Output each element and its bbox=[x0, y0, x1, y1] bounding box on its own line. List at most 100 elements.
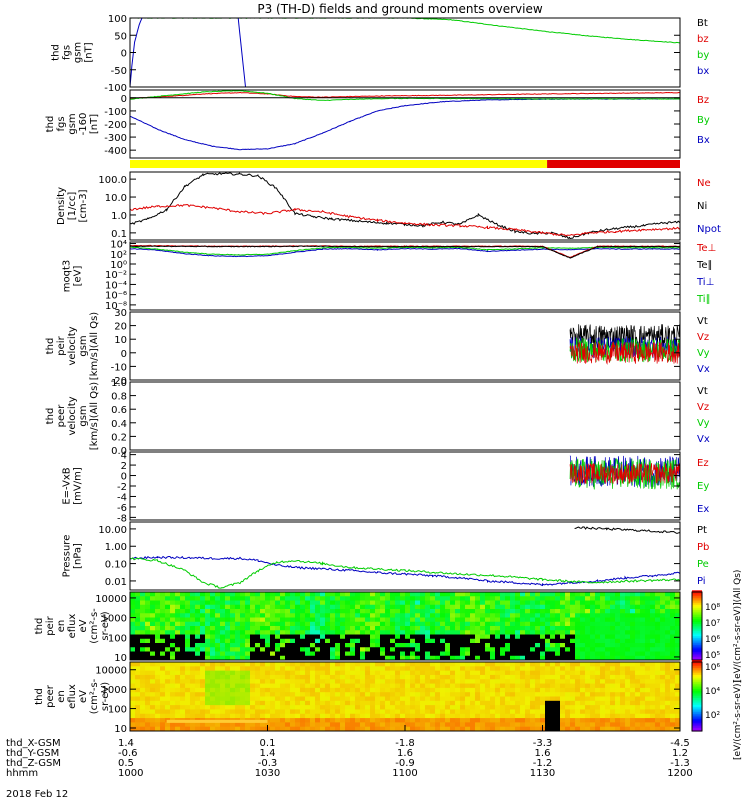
spectrogram-cell bbox=[295, 700, 301, 706]
spectrogram-cell bbox=[190, 692, 196, 698]
spectrogram-cell bbox=[480, 651, 486, 657]
spectrogram-cell bbox=[615, 626, 621, 631]
spectrogram-cell bbox=[255, 670, 261, 676]
spectrogram-cell bbox=[290, 647, 296, 653]
y-tick-label: 100 bbox=[108, 705, 127, 716]
spectrogram-cell bbox=[210, 679, 216, 685]
spectrogram-cell bbox=[495, 609, 501, 614]
spectrogram-cell bbox=[170, 655, 176, 660]
y-axis-label-line: gsm bbox=[78, 405, 89, 426]
spectrogram-cell bbox=[570, 666, 576, 672]
y-axis-label: thd peer en eflux eV (cm²-s-sr-eV) bbox=[34, 678, 111, 714]
spectrogram-cell bbox=[385, 596, 391, 602]
spectrogram-cell bbox=[460, 670, 466, 676]
spectrogram-cell bbox=[590, 709, 596, 715]
spectrogram-cell bbox=[450, 692, 456, 698]
spectrogram-cell bbox=[650, 679, 656, 685]
spectrogram-cell bbox=[425, 592, 431, 597]
spectrogram-cell bbox=[500, 621, 506, 627]
spectrogram-cell bbox=[555, 709, 561, 715]
spectrogram-cell bbox=[410, 692, 416, 698]
spectrogram-cell bbox=[275, 683, 281, 689]
spectrogram-cell bbox=[630, 647, 636, 653]
spectrogram-cell bbox=[435, 726, 441, 731]
spectrogram-cell bbox=[545, 604, 551, 610]
spectrogram-cell bbox=[265, 621, 271, 627]
spectrogram-cell bbox=[400, 705, 406, 711]
spectrogram-cell bbox=[380, 683, 386, 689]
spectrogram-cell bbox=[555, 662, 561, 667]
spectrogram-cell bbox=[205, 696, 211, 702]
legend-entry: Ti⊥ bbox=[696, 277, 714, 288]
spectrogram-cell bbox=[290, 696, 296, 702]
spectrogram-cell bbox=[610, 679, 616, 685]
spectrogram-cell bbox=[380, 662, 386, 667]
spectrogram-cell bbox=[305, 638, 311, 644]
y-tick-label: -50 bbox=[111, 66, 127, 77]
spectrogram-cell bbox=[455, 626, 461, 631]
y-axis-label-line: eV bbox=[78, 619, 89, 632]
spectrogram-cell bbox=[510, 692, 516, 698]
spectrogram-cell bbox=[270, 687, 276, 693]
spectrogram-cell bbox=[495, 651, 501, 657]
spectrogram-cell bbox=[610, 647, 616, 653]
spectrogram-cell bbox=[285, 626, 291, 631]
spectrogram-cell bbox=[505, 626, 511, 631]
spectrogram-cell bbox=[270, 613, 276, 619]
spectrogram-cell bbox=[650, 666, 656, 672]
spectrogram-cell bbox=[155, 613, 161, 619]
x-axis-value: 1.6 bbox=[535, 748, 551, 759]
y-tick-label: 30 bbox=[114, 308, 127, 319]
spectrogram-cell bbox=[180, 630, 186, 636]
spectrogram-cell bbox=[585, 696, 591, 702]
y-tick-label: -6 bbox=[117, 503, 127, 514]
spectrogram-cell bbox=[655, 651, 661, 657]
spectrogram-cell bbox=[295, 696, 301, 702]
spectrogram-cell bbox=[400, 634, 406, 640]
spectrogram-cell bbox=[280, 643, 286, 648]
spectrogram-cell bbox=[330, 666, 336, 672]
spectrogram-cell bbox=[265, 638, 271, 644]
spectrogram-cell bbox=[675, 643, 680, 648]
spectrogram-cell bbox=[555, 617, 561, 623]
spectrogram-cell bbox=[210, 630, 216, 636]
spectrogram-cell bbox=[610, 722, 616, 728]
spectrogram-cell bbox=[365, 617, 371, 623]
spectrogram-cell bbox=[250, 638, 256, 644]
spectrogram-cell bbox=[550, 662, 556, 667]
spectrogram-cell bbox=[430, 713, 436, 719]
spectrogram-cell bbox=[160, 700, 166, 706]
spectrogram-cell bbox=[405, 617, 411, 623]
spectrogram-cell bbox=[425, 634, 431, 640]
spectrogram-cell bbox=[375, 696, 381, 702]
spectrogram-cell bbox=[200, 604, 206, 610]
spectrogram-cell bbox=[490, 722, 496, 728]
colorbar-lower-cell bbox=[692, 704, 702, 707]
spectrogram-cell bbox=[660, 655, 666, 660]
spectrogram-cell bbox=[640, 626, 646, 631]
spectrogram-cell bbox=[640, 643, 646, 648]
spectrogram-cell bbox=[300, 683, 306, 689]
spectrogram-cell bbox=[420, 683, 426, 689]
spectrogram-cell bbox=[245, 634, 251, 640]
spectrogram-cell bbox=[275, 655, 281, 660]
spectrogram-cell bbox=[450, 655, 456, 660]
spectrogram-cell bbox=[340, 670, 346, 676]
spectrogram-cell bbox=[610, 621, 616, 627]
spectrogram-cell bbox=[600, 726, 606, 731]
spectrogram-cell bbox=[260, 630, 266, 636]
spectrogram-cell bbox=[510, 600, 516, 606]
spectrogram-cell bbox=[225, 670, 231, 676]
colorbar-upper-cell bbox=[692, 619, 702, 623]
spectrogram-cell bbox=[265, 722, 271, 728]
spectrogram-cell bbox=[130, 687, 136, 693]
spectrogram-cell bbox=[145, 683, 151, 689]
spectrogram-cell bbox=[315, 692, 321, 698]
spectrogram-cell bbox=[670, 634, 676, 640]
colorbar-lower-cell bbox=[692, 674, 702, 677]
spectrogram-cell bbox=[510, 609, 516, 614]
spectrogram-cell bbox=[540, 634, 546, 640]
spectrogram-cell bbox=[350, 647, 356, 653]
spectrogram-cell bbox=[365, 634, 371, 640]
spectrogram-cell bbox=[475, 634, 481, 640]
